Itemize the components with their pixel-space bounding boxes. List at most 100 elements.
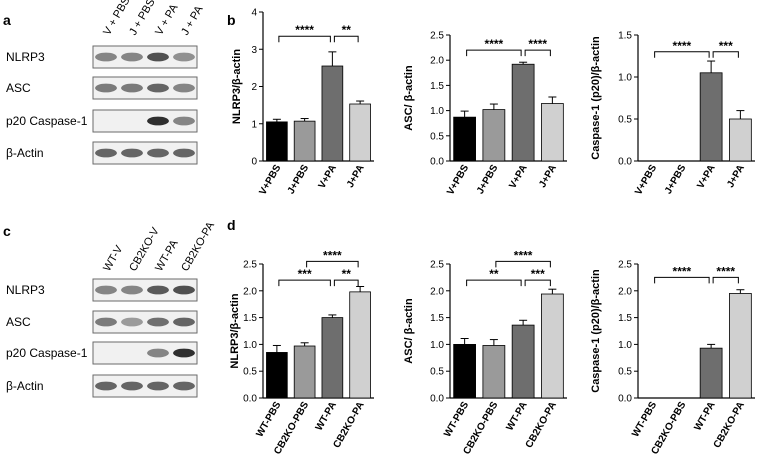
x-tick-label: J+PBS [663,163,689,196]
blot-membrane [92,76,198,100]
significance-bracket [524,49,551,57]
bar [699,72,723,162]
x-tick-label: WT-PBS [630,400,659,439]
blot-row-label: NLRP3 [6,283,45,297]
y-tick-label: 1.5 [618,313,632,324]
significance-label: **** [514,248,533,262]
blot-membrane [92,45,198,69]
significance-label: **** [673,264,692,278]
bar [293,345,316,399]
x-tick-label: WT-PA [692,400,717,433]
y-axis-label: NLRP3/β-actin [229,293,241,368]
blot-band [173,116,195,126]
significance-bracket [278,279,331,287]
y-tick-label: 1 [251,119,257,130]
significance-bracket [306,260,359,268]
y-tick-label: 1.5 [430,81,444,92]
blot-band [173,285,195,295]
y-tick-label: 4 [251,8,257,19]
y-tick-label: 2.5 [430,260,444,271]
bar [293,120,316,162]
y-axis-label: Caspase-1 (p20)/β-actin [590,36,602,160]
significance-bracket [333,35,359,43]
panel-label-d: d [227,217,236,233]
y-tick-label: 0.0 [430,394,444,405]
significance-bracket [712,51,739,58]
blot-band [147,52,169,62]
x-tick-label: J+PA [537,163,559,190]
blot-band [147,317,169,327]
blot-band [95,381,117,391]
significance-bracket [495,260,551,268]
blot-band [147,148,169,158]
blot-band [147,83,169,93]
significance-label: **** [295,23,314,37]
significance-label: **** [673,39,692,53]
blot-row-label: p20 Caspase-1 [6,114,88,128]
blot-membrane [92,141,198,165]
significance-label: **** [485,37,504,51]
significance-label: *** [531,267,545,281]
y-tick-label: 1.5 [618,31,632,42]
significance-label: *** [719,39,733,53]
significance-bracket [712,276,739,284]
y-tick-label: 2.0 [243,286,257,297]
blot-row-label: ASC [6,315,31,329]
y-axis-label: NLRP3/β-actin [231,49,243,124]
significance-label: **** [323,248,342,262]
y-tick-label: 0.0 [430,157,444,168]
blot-lane-label: WT-V [101,243,125,273]
y-tick-label: 2.0 [430,56,444,67]
y-tick-label: 2 [251,82,257,93]
bar [511,324,535,399]
y-axis-label: ASC/ β-actin [403,298,415,364]
bar [541,293,564,399]
bar [266,352,288,399]
blot-row-label: β-Actin [6,379,44,393]
x-tick-label: V+PA [695,163,717,191]
bar-chart-3: 0.0 0.5 1.0 1.5 Caspase-1 (p20)/β-actin V+PBS… [590,31,755,197]
y-tick-label: 1.5 [243,313,257,324]
x-tick-label: WT-PBS [255,400,284,439]
bar [541,103,564,162]
blot-row-label: ASC [6,81,31,95]
blot-row-label: NLRP3 [6,50,45,64]
blot-band [147,348,169,358]
bar [321,65,344,162]
blot-band [95,317,117,327]
blot-band [95,148,117,158]
blot-band [121,83,143,93]
y-tick-label: 0.5 [430,131,444,142]
y-tick-label: 2.0 [618,286,632,297]
y-tick-label: 0.0 [618,394,632,405]
blot-membrane [92,374,198,398]
x-tick-label: CB2KO-PA [524,400,559,450]
bar [266,121,288,162]
significance-bracket [524,279,551,287]
blot-band [173,148,195,158]
bar [453,116,476,162]
y-tick-label: 0.5 [243,367,257,378]
blot-lane-label: CB2KO-PA [179,219,217,273]
blot-lane-label: WT-PA [153,237,181,273]
x-tick-label: J+PA [725,163,747,190]
y-axis-label: Caspase-1 (p20)/β-actin [590,269,602,393]
blot-band [173,317,195,327]
significance-bracket [333,279,359,287]
y-tick-label: 1.0 [618,340,632,351]
x-tick-label: WT-PA [314,400,339,433]
blot-band [121,381,143,391]
blot-row-label: β-Actin [6,146,44,160]
blot-lane-label: V + PA [153,2,181,38]
y-tick-label: 1.5 [430,313,444,324]
blot-band [173,83,195,93]
y-tick-label: 0.0 [618,157,632,168]
significance-bracket [466,279,522,287]
blot-band [121,148,143,158]
x-tick-label: V+PA [317,163,339,191]
blot-membrane [92,341,198,365]
significance-bracket [466,49,522,57]
